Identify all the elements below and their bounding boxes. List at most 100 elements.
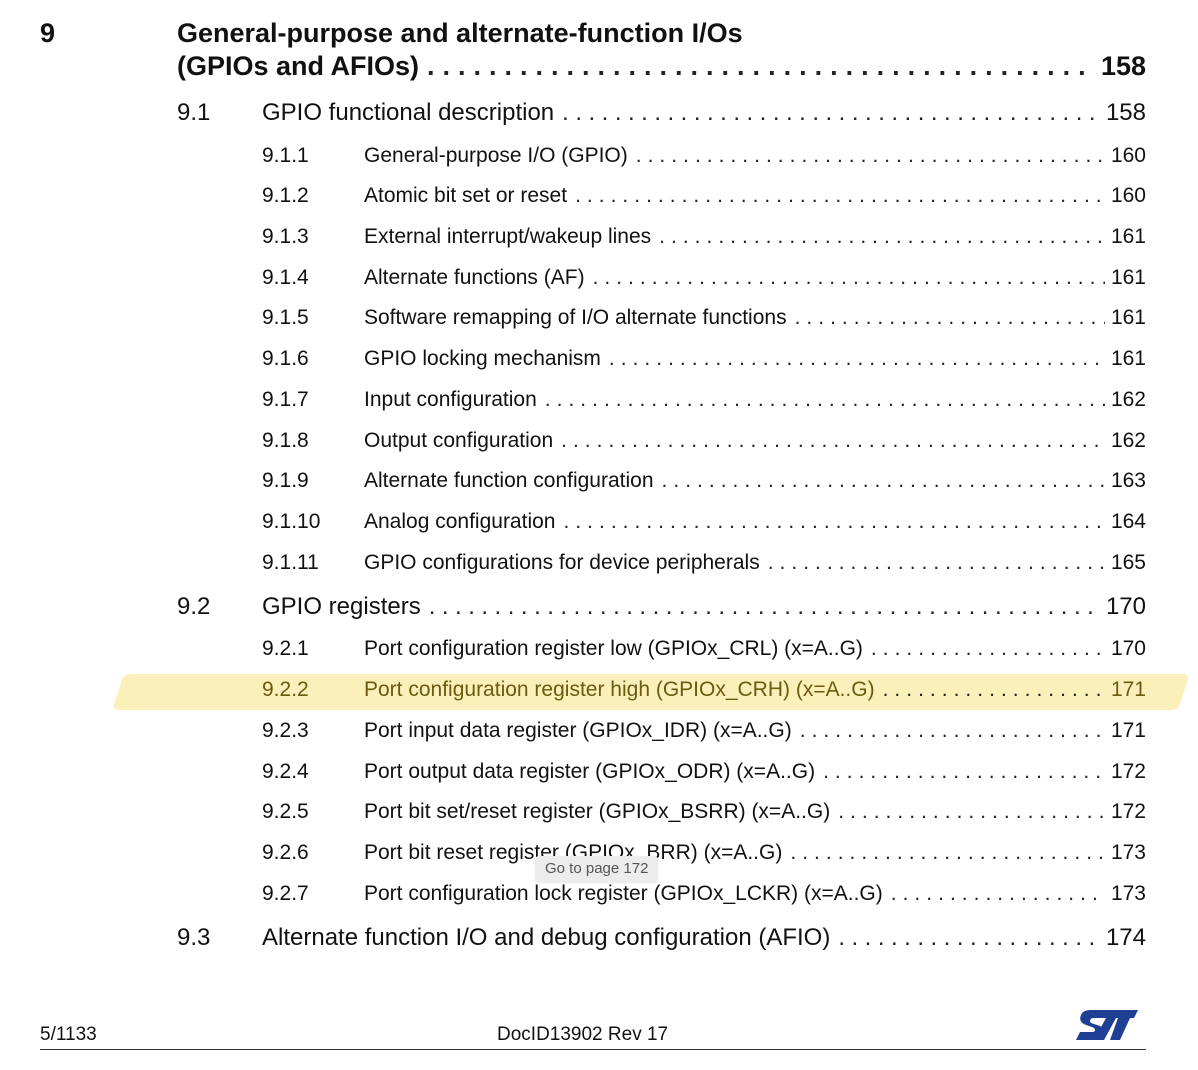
toc-subsection-9-2-6[interactable]: 9.2.6 Port bit reset register (GPIOx_BRR… bbox=[262, 839, 1146, 867]
subsection-title: Port bit set/reset register (GPIOx_BSRR)… bbox=[364, 800, 831, 823]
toc-section-9-3[interactable]: 9.3 Alternate function I/O and debug con… bbox=[177, 923, 1146, 953]
dot-leader bbox=[883, 676, 1105, 704]
subsection-title: Port bit reset register (GPIOx_BRR) (x=A… bbox=[364, 841, 783, 864]
page-number: 161 bbox=[1110, 225, 1146, 248]
page-number: 173 bbox=[1110, 841, 1146, 864]
dot-leader bbox=[891, 880, 1105, 908]
dot-leader bbox=[575, 182, 1105, 210]
subsection-number: 9.1.5 bbox=[262, 306, 309, 329]
subsection-title: Input configuration bbox=[364, 388, 537, 411]
subsection-number: 9.2.6 bbox=[262, 841, 309, 864]
toc-subsection-9-1-1[interactable]: 9.1.1 General-purpose I/O (GPIO) 160 bbox=[262, 142, 1146, 170]
dot-leader bbox=[659, 223, 1105, 251]
page-number: 174 bbox=[1105, 924, 1146, 951]
page-number: 162 bbox=[1110, 388, 1146, 411]
page-number: 161 bbox=[1110, 306, 1146, 329]
dot-leader bbox=[662, 467, 1105, 495]
subsection-number: 9.1.11 bbox=[262, 551, 319, 574]
toc-subsection-9-1-6[interactable]: 9.1.6 GPIO locking mechanism 161 bbox=[262, 345, 1146, 373]
chapter-title[interactable]: General-purpose and alternate-function I… bbox=[177, 18, 743, 48]
doc-id: DocID13902 Rev 17 bbox=[497, 1024, 669, 1045]
section-title: GPIO registers bbox=[262, 593, 421, 620]
subsection-number: 9.2.5 bbox=[262, 800, 309, 823]
subsection-number: 9.1.10 bbox=[262, 510, 321, 533]
subsection-number: 9.2.4 bbox=[262, 760, 309, 783]
dot-leader bbox=[561, 427, 1105, 455]
dot-leader bbox=[609, 345, 1105, 373]
toc-subsection-9-1-2[interactable]: 9.1.2 Atomic bit set or reset 160 bbox=[262, 182, 1146, 210]
page-number: 160 bbox=[1110, 184, 1146, 207]
link-tooltip: Go to page 172 bbox=[535, 856, 659, 882]
subsection-title: Output configuration bbox=[364, 429, 554, 452]
subsection-title: External interrupt/wakeup lines bbox=[364, 225, 652, 248]
dot-leader bbox=[838, 798, 1105, 826]
page-number: 158 bbox=[1105, 99, 1146, 126]
dot-leader bbox=[545, 386, 1105, 414]
toc-subsection-9-2-4[interactable]: 9.2.4 Port output data register (GPIOx_O… bbox=[262, 758, 1146, 786]
dot-leader bbox=[563, 508, 1104, 536]
subsection-number: 9.2.7 bbox=[262, 882, 309, 905]
toc-subsection-9-2-1[interactable]: 9.2.1 Port configuration register low (G… bbox=[262, 635, 1146, 663]
toc-subsection-9-1-8[interactable]: 9.1.8 Output configuration 162 bbox=[262, 427, 1146, 455]
section-number: 9.2 bbox=[177, 593, 211, 620]
toc-subsection-9-1-11[interactable]: 9.1.11 GPIO configurations for device pe… bbox=[262, 549, 1146, 577]
page-number: 171 bbox=[1110, 678, 1146, 701]
section-title: Alternate function I/O and debug configu… bbox=[262, 924, 831, 951]
page-number: 165 bbox=[1110, 551, 1146, 574]
chapter-number: 9 bbox=[40, 18, 56, 48]
toc-subsection-9-1-10[interactable]: 9.1.10 Analog configuration 164 bbox=[262, 508, 1146, 536]
section-number: 9.1 bbox=[177, 99, 211, 126]
chapter-title-continued: (GPIOs and AFIOs) bbox=[177, 51, 420, 81]
dot-leader bbox=[823, 758, 1105, 786]
page-indicator: 5/1133 bbox=[40, 1024, 97, 1045]
toc-subsection-9-1-5[interactable]: 9.1.5 Software remapping of I/O alternat… bbox=[262, 304, 1146, 332]
toc-subsection-9-1-9[interactable]: 9.1.9 Alternate function configuration 1… bbox=[262, 467, 1146, 495]
subsection-number: 9.1.2 bbox=[262, 184, 309, 207]
page-number: 170 bbox=[1110, 637, 1146, 660]
dot-leader bbox=[795, 304, 1105, 332]
subsection-title: Analog configuration bbox=[364, 510, 556, 533]
dot-leader bbox=[636, 142, 1105, 170]
subsection-number: 9.1.7 bbox=[262, 388, 309, 411]
subsection-title: Port input data register (GPIOx_IDR) (x=… bbox=[364, 719, 792, 742]
toc-section-9-2[interactable]: 9.2 GPIO registers 170 bbox=[177, 592, 1146, 622]
dot-leader bbox=[871, 635, 1105, 663]
page-number: 162 bbox=[1110, 429, 1146, 452]
dot-leader bbox=[562, 98, 1100, 128]
dot-leader bbox=[790, 839, 1105, 867]
dot-leader bbox=[838, 923, 1100, 953]
subsection-title: General-purpose I/O (GPIO) bbox=[364, 144, 628, 167]
page-number: 158 bbox=[1100, 51, 1146, 81]
dot-leader bbox=[800, 717, 1105, 745]
chapter-title-line2-entry[interactable]: (GPIOs and AFIOs) 158 bbox=[177, 49, 1146, 83]
st-logo-icon bbox=[1076, 1010, 1138, 1040]
dot-leader bbox=[768, 549, 1105, 577]
page-number: 164 bbox=[1110, 510, 1146, 533]
subsection-number: 9.1.3 bbox=[262, 225, 309, 248]
toc-subsection-9-1-7[interactable]: 9.1.7 Input configuration 162 bbox=[262, 386, 1146, 414]
toc-subsection-9-2-7[interactable]: 9.2.7 Port configuration lock register (… bbox=[262, 880, 1146, 908]
subsection-title: Alternate functions (AF) bbox=[364, 266, 585, 289]
subsection-title: Port output data register (GPIOx_ODR) (x… bbox=[364, 760, 816, 783]
page-number: 172 bbox=[1110, 800, 1146, 823]
toc-subsection-9-2-5[interactable]: 9.2.5 Port bit set/reset register (GPIOx… bbox=[262, 798, 1146, 826]
subsection-title: Software remapping of I/O alternate func… bbox=[364, 306, 787, 329]
subsection-title: Atomic bit set or reset bbox=[364, 184, 568, 207]
page-number: 161 bbox=[1110, 347, 1146, 370]
section-number: 9.3 bbox=[177, 924, 211, 951]
page-number: 170 bbox=[1105, 593, 1146, 620]
subsection-title: Port configuration register low (GPIOx_C… bbox=[364, 637, 863, 660]
dot-leader bbox=[593, 264, 1105, 292]
subsection-number: 9.1.9 bbox=[262, 469, 309, 492]
subsection-title: Alternate function configuration bbox=[364, 469, 654, 492]
toc-subsection-9-2-3[interactable]: 9.2.3 Port input data register (GPIOx_ID… bbox=[262, 717, 1146, 745]
footer-divider bbox=[40, 1049, 1146, 1050]
toc-section-9-1[interactable]: 9.1 GPIO functional description 158 bbox=[177, 98, 1146, 128]
toc-subsection-9-1-4[interactable]: 9.1.4 Alternate functions (AF) 161 bbox=[262, 264, 1146, 292]
page-number: 163 bbox=[1110, 469, 1146, 492]
toc-subsection-9-1-3[interactable]: 9.1.3 External interrupt/wakeup lines 16… bbox=[262, 223, 1146, 251]
subsection-number: 9.2.1 bbox=[262, 637, 309, 660]
toc-subsection-9-2-2[interactable]: 9.2.2 Port configuration register high (… bbox=[262, 676, 1146, 704]
page-number: 160 bbox=[1110, 144, 1146, 167]
